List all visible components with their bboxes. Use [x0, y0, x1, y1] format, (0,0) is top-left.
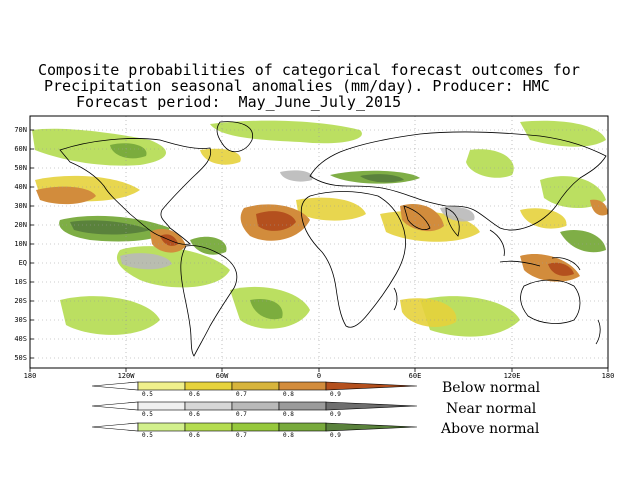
lat-label: 40N [14, 183, 27, 191]
legend-tick-label: 0.5 [142, 411, 153, 418]
legend-swatch [137, 422, 186, 432]
legend-swatch [278, 381, 327, 391]
lon-label: 180 [602, 372, 615, 380]
legend-swatch [231, 422, 280, 432]
legend-tick-label: 0.8 [283, 411, 294, 418]
legend-label-near-normal: Near normal [446, 401, 537, 417]
legend-swatch [278, 422, 327, 432]
lat-label: 70N [14, 126, 27, 134]
lat-label: 50N [14, 164, 27, 172]
legend-swatch [137, 381, 186, 391]
title-line-2: Precipitation seasonal anomalies (mm/day… [44, 77, 550, 95]
lat-label: EQ [19, 259, 27, 267]
legend-tick-label: 0.9 [330, 391, 341, 398]
lat-label: 10N [14, 240, 27, 248]
legend-swatch [184, 381, 233, 391]
latitude-labels: 70N 60N 50N 40N 30N 20N 10N EQ 10S 20S 30S 40S 50S [14, 126, 34, 362]
lon-label: 120E [504, 372, 521, 380]
lon-label: 180 [24, 372, 37, 380]
legend-swatch [278, 401, 327, 411]
lat-label: 60N [14, 145, 27, 153]
probability-field [32, 120, 608, 337]
legend-arrow-left [91, 422, 139, 432]
lat-label: 30N [14, 202, 27, 210]
legend-swatch [325, 381, 418, 391]
legend-arrow-left [91, 401, 139, 411]
title-line-3: Forecast period: May_June_July_2015 [76, 93, 402, 111]
legend-tick-label: 0.7 [236, 391, 247, 398]
legend-tick-label: 0.6 [189, 391, 200, 398]
legend-tick-label: 0.5 [142, 432, 153, 439]
legend-swatch [137, 401, 186, 411]
legend-swatch [325, 422, 418, 432]
legend-swatch [231, 381, 280, 391]
legend-label-above-normal: Above normal [441, 421, 540, 437]
legend-arrow-left [91, 381, 139, 391]
lat-label: 20N [14, 221, 27, 229]
legend-tick-label: 0.8 [283, 391, 294, 398]
lon-label: 0 [317, 372, 321, 380]
legend-swatch [184, 422, 233, 432]
legend-tick-label: 0.5 [142, 391, 153, 398]
legend-swatch [231, 401, 280, 411]
lat-label: 30S [14, 316, 27, 324]
legend-tick-label: 0.6 [189, 432, 200, 439]
legend: 0.5 0.6 0.7 0.8 0.9 0.5 0.6 0.7 0.8 0.9 0.5 0.6 0.7 0… [91, 381, 418, 439]
lon-label: 60E [409, 372, 422, 380]
legend-tick-label: 0.6 [189, 411, 200, 418]
legend-tick-label: 0.7 [236, 432, 247, 439]
graticule [30, 116, 608, 368]
lat-label: 20S [14, 297, 27, 305]
legend-tick-label: 0.9 [330, 432, 341, 439]
legend-swatch [184, 401, 233, 411]
lat-label: 10S [14, 278, 27, 286]
longitude-labels: 180 120W 60W 0 60E 120E 180 [24, 368, 615, 380]
lon-label: 60W [216, 372, 229, 380]
legend-swatch [325, 401, 418, 411]
lat-label: 50S [14, 354, 27, 362]
coastlines [59, 121, 607, 357]
legend-label-below-normal: Below normal [442, 380, 541, 396]
lon-label: 120W [118, 372, 136, 380]
lat-label: 40S [14, 335, 27, 343]
legend-tick-label: 0.7 [236, 411, 247, 418]
legend-tick-label: 0.9 [330, 411, 341, 418]
title-line-1: Composite probabilities of categorical f… [38, 61, 580, 79]
legend-tick-label: 0.8 [283, 432, 294, 439]
